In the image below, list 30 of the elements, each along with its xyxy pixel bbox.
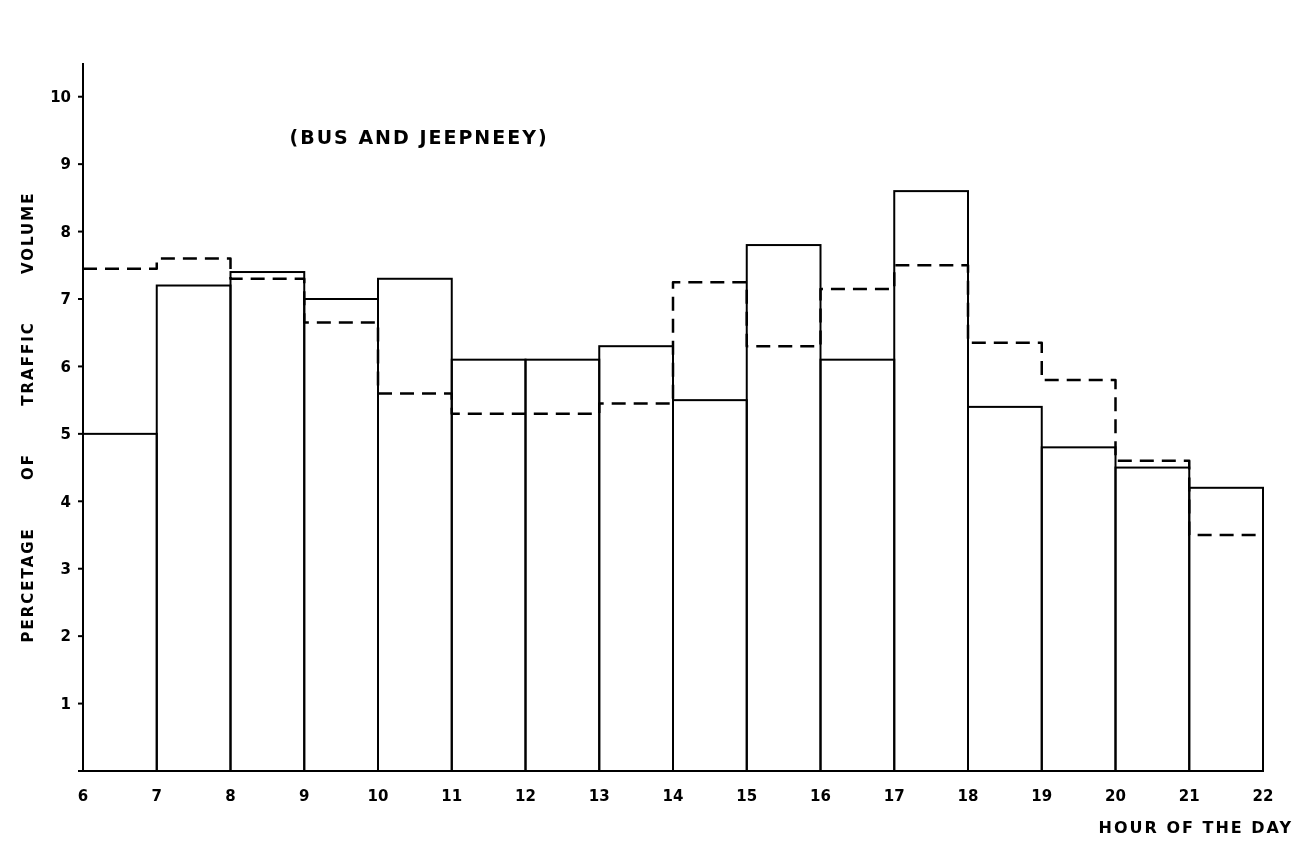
x-tick-label: 19 <box>1031 787 1053 805</box>
x-tick-label: 6 <box>77 787 89 805</box>
x-tick-label: 11 <box>441 787 463 805</box>
x-tick-label: 21 <box>1178 787 1200 805</box>
x-tick-label: 10 <box>367 787 389 805</box>
y-tick-label: 3 <box>60 559 71 578</box>
y-tick-label: 1 <box>60 694 71 713</box>
x-tick-label: 15 <box>736 787 758 805</box>
y-tick-label: 7 <box>60 290 71 309</box>
y-tick-label: 10 <box>50 87 71 106</box>
y-axis-title: PERCETAGE OF TRAFFIC VOLUME <box>19 191 37 643</box>
y-tick-label: 8 <box>60 222 71 241</box>
x-tick-label: 17 <box>883 787 905 805</box>
x-tick-label: 13 <box>588 787 610 805</box>
y-tick-label: 4 <box>60 492 71 511</box>
x-tick-label: 22 <box>1252 787 1274 805</box>
x-tick-label: 7 <box>151 787 162 805</box>
x-tick-label: 8 <box>225 787 236 805</box>
x-axis-title: HOUR OF THE DAY <box>1098 818 1293 837</box>
x-tick-label: 18 <box>957 787 979 805</box>
x-tick-label: 16 <box>810 787 831 805</box>
x-tick-label: 20 <box>1105 787 1126 805</box>
x-tick-label: 9 <box>299 787 310 805</box>
y-tick-label: 9 <box>60 155 71 174</box>
x-tick-label: 12 <box>515 787 536 805</box>
y-tick-label: 5 <box>60 425 71 444</box>
x-tick-label: 14 <box>662 787 684 805</box>
text: (BUS AND JEEPNEEY) <box>289 125 549 148</box>
y-tick-label: 6 <box>60 357 71 376</box>
y-tick-label: 2 <box>60 627 71 646</box>
